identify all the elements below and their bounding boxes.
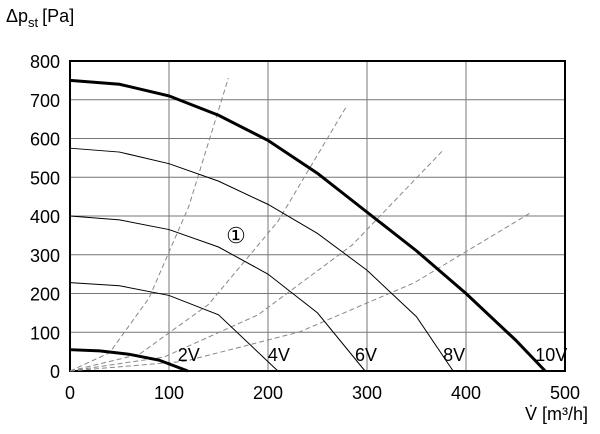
x-tick-label: 500: [550, 383, 580, 403]
curve-label: 8V: [443, 345, 465, 365]
fan-curve: [69, 348, 189, 373]
y-tick-label: 200: [30, 285, 60, 305]
y-tick-label: 100: [30, 323, 60, 343]
y-label-unit: [Pa]: [42, 6, 74, 26]
x-axis-label: V̇ [m³/h]: [525, 404, 588, 424]
curve-label: 2V: [178, 345, 200, 365]
system-curve: [69, 104, 348, 372]
annotation: ①: [226, 223, 246, 248]
y-tick-label: 300: [30, 246, 60, 266]
y-tick-label: 400: [30, 207, 60, 227]
y-tick-label: 500: [30, 168, 60, 188]
y-tick-label: 600: [30, 130, 60, 150]
x-tick-label: 200: [253, 383, 283, 403]
curve-label: 6V: [355, 345, 377, 365]
system-curve: [69, 77, 229, 372]
system-curve: [69, 212, 531, 372]
fan-curve: [69, 147, 454, 372]
curve-label: 4V: [268, 345, 290, 365]
y-tick-label: 800: [30, 52, 60, 72]
x-tick-label: 300: [352, 383, 382, 403]
fan-curve: [69, 215, 366, 372]
y-axis-label: Δpst [Pa]: [6, 6, 74, 30]
y-tick-label: 700: [30, 91, 60, 111]
x-tick-label: 400: [451, 383, 481, 403]
fan-curve: [69, 282, 279, 372]
y-label-sub: st: [28, 15, 39, 30]
y-tick-label: 0: [50, 362, 60, 382]
system-curve: [69, 149, 444, 372]
x-tick-label: 0: [65, 383, 75, 403]
y-label-main: Δp: [6, 6, 28, 26]
curve-label: 10V: [535, 345, 567, 365]
x-tick-label: 100: [154, 383, 184, 403]
fan-curve: [69, 78, 547, 373]
